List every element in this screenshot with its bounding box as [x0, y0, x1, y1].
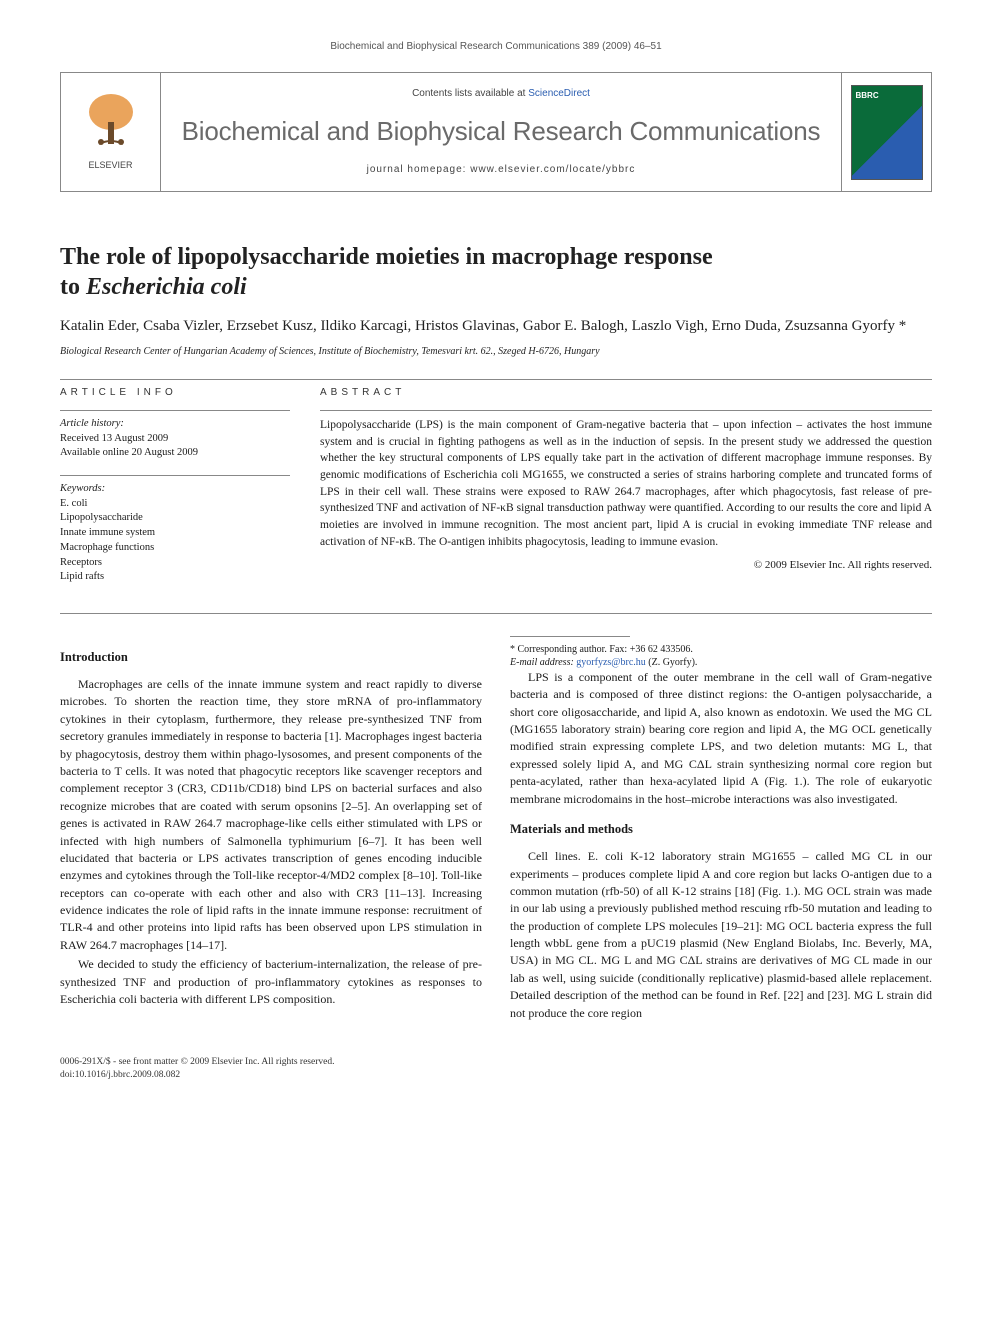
intro-heading: Introduction [60, 648, 482, 666]
article-info-column: ARTICLE INFO Article history: Received 1… [60, 386, 290, 599]
abstract-copyright: © 2009 Elsevier Inc. All rights reserved… [320, 558, 932, 573]
received-date: Received 13 August 2009 [60, 432, 290, 447]
methods-paragraph-1: Cell lines. E. coli K-12 laboratory stra… [510, 848, 932, 1022]
keywords-label: Keywords: [60, 482, 290, 497]
affiliation: Biological Research Center of Hungarian … [60, 345, 932, 359]
history-label: Article history: [60, 417, 290, 432]
intro-paragraph-3: LPS is a component of the outer membrane… [510, 669, 932, 808]
publisher-name: ELSEVIER [88, 159, 132, 172]
homepage-url: www.elsevier.com/locate/ybbrc [470, 164, 635, 175]
keyword-item: Lipid rafts [60, 570, 290, 585]
email-link[interactable]: gyorfyzs@brc.hu [576, 657, 645, 668]
keyword-item: Innate immune system [60, 526, 290, 541]
corr-author-line: * Corresponding author. Fax: +36 62 4335… [510, 643, 932, 656]
article-title: The role of lipopolysaccharide moieties … [60, 242, 932, 302]
journal-homepage-line: journal homepage: www.elsevier.com/locat… [367, 163, 636, 177]
journal-cover-icon [851, 85, 923, 180]
contents-available-line: Contents lists available at ScienceDirec… [412, 87, 590, 101]
online-date: Available online 20 August 2009 [60, 446, 290, 461]
email-tail: (Z. Gyorfy). [646, 657, 698, 668]
keywords-block: Keywords: E. coliLipopolysaccharideInnat… [60, 482, 290, 585]
cover-thumbnail-box [841, 73, 931, 191]
homepage-prefix: journal homepage: [367, 164, 471, 175]
divider [60, 475, 290, 476]
author-list: Katalin Eder, Csaba Vizler, Erzsebet Kus… [60, 316, 932, 337]
methods-heading: Materials and methods [510, 820, 932, 838]
publisher-logo-box: ELSEVIER [61, 73, 161, 191]
intro-paragraph-2: We decided to study the efficiency of ba… [60, 956, 482, 1008]
title-line-1: The role of lipopolysaccharide moieties … [60, 244, 713, 270]
avail-prefix: Contents lists available at [412, 88, 528, 99]
divider [320, 410, 932, 411]
intro-paragraph-1: Macrophages are cells of the innate immu… [60, 676, 482, 954]
article-history: Article history: Received 13 August 2009… [60, 417, 290, 461]
page-footer: 0006-291X/$ - see front matter © 2009 El… [60, 1056, 932, 1081]
masthead-center: Contents lists available at ScienceDirec… [161, 73, 841, 191]
email-label: E-mail address: [510, 657, 574, 668]
info-abstract-row: ARTICLE INFO Article history: Received 1… [60, 386, 932, 599]
abstract-label: ABSTRACT [320, 386, 932, 400]
divider [60, 379, 932, 380]
journal-masthead: ELSEVIER Contents lists available at Sci… [60, 72, 932, 192]
elsevier-tree-icon [81, 92, 141, 157]
issn-line: 0006-291X/$ - see front matter © 2009 El… [60, 1056, 932, 1068]
footnote-separator [510, 636, 630, 637]
keywords-list: E. coliLipopolysaccharideInnate immune s… [60, 497, 290, 585]
divider [60, 410, 290, 411]
article-info-label: ARTICLE INFO [60, 386, 290, 400]
keyword-item: Macrophage functions [60, 541, 290, 556]
title-line-2-italic: Escherichia coli [86, 274, 247, 300]
running-head: Biochemical and Biophysical Research Com… [60, 40, 932, 54]
keyword-item: Lipopolysaccharide [60, 511, 290, 526]
keyword-item: E. coli [60, 497, 290, 512]
abstract-column: ABSTRACT Lipopolysaccharide (LPS) is the… [320, 386, 932, 599]
divider [60, 613, 932, 614]
keyword-item: Receptors [60, 556, 290, 571]
title-line-2-plain: to [60, 274, 86, 300]
journal-name: Biochemical and Biophysical Research Com… [182, 113, 821, 149]
sciencedirect-link[interactable]: ScienceDirect [528, 88, 590, 99]
abstract-text: Lipopolysaccharide (LPS) is the main com… [320, 417, 932, 550]
doi-line: doi:10.1016/j.bbrc.2009.08.082 [60, 1069, 932, 1081]
body-two-column: Introduction Macrophages are cells of th… [60, 636, 932, 1026]
corresponding-author-footnote: * Corresponding author. Fax: +36 62 4335… [510, 643, 932, 669]
